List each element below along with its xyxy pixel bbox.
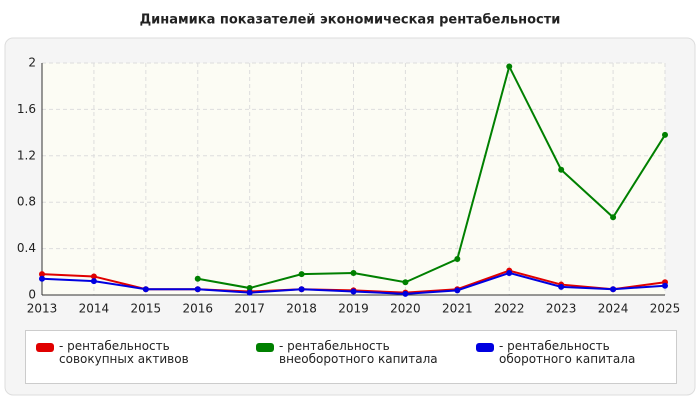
legend-label: - рентабельность оборотного капитала — [499, 339, 636, 366]
point — [506, 63, 513, 70]
point — [142, 286, 149, 293]
x-tick-label: 2022 — [494, 302, 525, 316]
point — [610, 286, 617, 293]
x-tick-label: 2018 — [286, 302, 317, 316]
x-tick-label: 2013 — [27, 302, 58, 316]
x-tick-label: 2024 — [598, 302, 629, 316]
x-tick-label: 2020 — [390, 302, 421, 316]
x-tick-label: 2025 — [650, 302, 681, 316]
point — [454, 256, 461, 263]
x-tick-label: 2019 — [338, 302, 369, 316]
x-tick-label: 2016 — [182, 302, 213, 316]
point — [558, 166, 565, 173]
series-line — [197, 63, 666, 290]
y-tick-label: 0.4 — [17, 241, 36, 255]
point — [39, 275, 45, 282]
x-tick-label: 2014 — [79, 302, 110, 316]
point — [402, 279, 409, 286]
point — [298, 271, 305, 278]
point — [662, 131, 668, 138]
legend-label: - рентабельность внеоборотного капитала — [279, 339, 438, 366]
point — [506, 269, 513, 276]
x-tick-label: 2017 — [234, 302, 265, 316]
legend-swatch — [256, 343, 274, 352]
point — [402, 290, 409, 297]
legend-swatch — [36, 343, 54, 352]
point — [194, 286, 201, 293]
y-tick-label: 1.2 — [17, 148, 36, 162]
point — [246, 289, 253, 296]
point — [39, 271, 45, 278]
point — [662, 282, 668, 289]
point — [194, 275, 201, 282]
y-tick-label: 0 — [28, 288, 36, 302]
y-tick-label: 0.8 — [17, 195, 36, 209]
point — [298, 286, 305, 293]
point — [454, 287, 461, 294]
y-tick-label: 2 — [28, 56, 36, 70]
legend-item: - рентабельность совокупных активов — [26, 331, 246, 383]
point — [90, 278, 97, 285]
legend-label: - рентабельность совокупных активов — [59, 339, 189, 366]
legend-swatch — [476, 343, 494, 352]
chart-title: Динамика показателей экономическая рента… — [140, 13, 561, 28]
point — [558, 283, 565, 290]
point — [90, 273, 97, 280]
point — [246, 285, 253, 292]
legend-item: - рентабельность оборотного капитала — [466, 331, 676, 383]
y-tick-label: 1.6 — [17, 102, 36, 116]
legend: - рентабельность совокупных активов - рен… — [25, 330, 677, 384]
legend-item: - рентабельность внеоборотного капитала — [246, 331, 466, 383]
point — [350, 269, 357, 276]
x-tick-label: 2021 — [442, 302, 473, 316]
x-tick-label: 2015 — [131, 302, 162, 316]
point — [350, 288, 357, 295]
x-tick-label: 2023 — [546, 302, 577, 316]
point — [610, 214, 617, 221]
